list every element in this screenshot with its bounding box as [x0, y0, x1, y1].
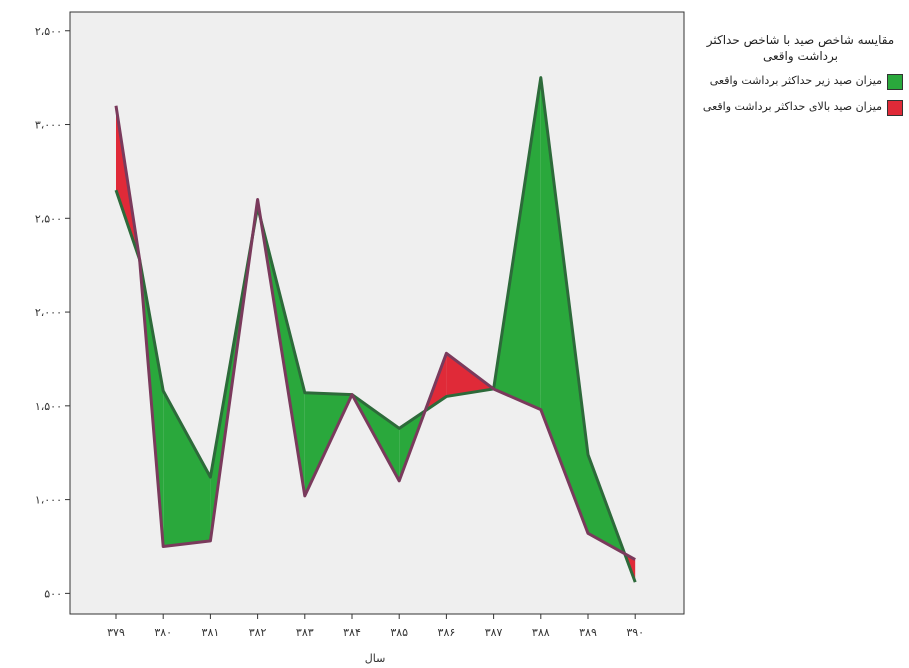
legend-label-above: میزان صید بالای حداکثر برداشت واقعی — [702, 100, 882, 113]
x-axis-title: سال — [364, 652, 386, 665]
x-tick-label: ۳۸۳ — [296, 626, 314, 639]
x-tick-label: ۳۷۹ — [107, 626, 125, 639]
area-segment — [540, 77, 588, 534]
legend-swatch-red — [887, 100, 903, 116]
x-tick-label: ۳۸۴ — [343, 626, 361, 639]
y-tick-label: ۳،۰۰۰ — [35, 119, 62, 132]
legend-item-above: میزان صید بالای حداکثر برداشت واقعی — [698, 100, 903, 116]
area-segment — [163, 390, 211, 547]
y-tick-label: ۲،۵۰۰ — [35, 212, 62, 225]
x-tick-label: ۳۸۰ — [154, 626, 172, 639]
x-tick-label: ۳۸۲ — [249, 626, 267, 639]
x-tick-label: ۳۸۹ — [579, 626, 597, 639]
x-tick-label: ۳۸۵ — [390, 626, 408, 639]
series-line-1 — [114, 105, 636, 561]
legend-swatch-green — [887, 74, 903, 90]
x-tick-label: ۳۸۸ — [532, 626, 550, 639]
legend-item-below: میزان صید زیر حداکثر برداشت واقعی — [698, 74, 903, 90]
x-tick-label: ۳۸۷ — [485, 626, 503, 639]
y-tick-label: ۵۰۰ — [44, 587, 62, 600]
y-tick-label: ۲،۰۰۰ — [35, 306, 62, 319]
x-tick-label: ۳۸۶ — [438, 626, 456, 639]
legend-label-below: میزان صید زیر حداکثر برداشت واقعی — [709, 74, 882, 87]
y-tick-label: ۱،۰۰۰ — [35, 494, 62, 507]
y-tick-label: ۲،۵۰۰ — [35, 25, 62, 38]
y-tick-label: ۱،۵۰۰ — [35, 400, 62, 413]
x-tick-label: ۳۹۰ — [626, 626, 644, 639]
x-tick-label: ۳۸۱ — [202, 626, 220, 639]
legend-title: مقایسه شاخص صید با شاخص حداکثر برداشت وا… — [706, 33, 895, 63]
legend: مقایسه شاخص صید با شاخص حداکثر برداشت وا… — [698, 32, 903, 126]
